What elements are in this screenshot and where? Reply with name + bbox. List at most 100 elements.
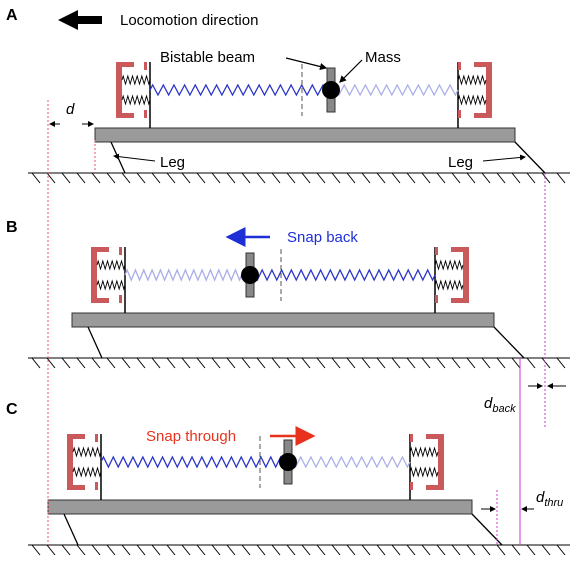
spring <box>122 76 150 84</box>
hatch <box>212 358 220 368</box>
hatch <box>272 173 280 183</box>
drawing <box>28 62 570 555</box>
direction-label: Locomotion direction <box>120 12 258 29</box>
hatch <box>542 358 550 368</box>
hatch <box>362 173 370 183</box>
hatch <box>197 358 205 368</box>
hatch <box>257 173 265 183</box>
hatch <box>497 545 505 555</box>
hatch <box>332 545 340 555</box>
hatch <box>437 358 445 368</box>
spring <box>97 261 125 269</box>
hatch <box>167 545 175 555</box>
hatch <box>527 358 535 368</box>
hatch <box>92 358 100 368</box>
hatch <box>362 545 370 555</box>
hatch <box>467 358 475 368</box>
hatch <box>212 545 220 555</box>
hatch <box>182 545 190 555</box>
hatch <box>317 545 325 555</box>
hatch <box>167 173 175 183</box>
leg <box>494 327 524 358</box>
hatch <box>437 173 445 183</box>
bracket-tab <box>122 113 134 118</box>
hatch <box>122 173 130 183</box>
action-label: Snap through <box>146 428 236 445</box>
leg-pointer <box>483 157 525 161</box>
offset-label: dback <box>484 395 516 415</box>
hatch <box>392 173 400 183</box>
hatch <box>422 358 430 368</box>
hatch <box>377 173 385 183</box>
hatch <box>482 545 490 555</box>
hatch <box>122 545 130 555</box>
hatch <box>212 173 220 183</box>
hatch <box>152 545 160 555</box>
direction-arrow <box>58 10 102 30</box>
hatch <box>227 173 235 183</box>
hatch <box>467 173 475 183</box>
hatch <box>452 173 460 183</box>
bracket-tab <box>458 110 461 118</box>
hatch <box>437 545 445 555</box>
hatch <box>302 358 310 368</box>
hatch <box>272 358 280 368</box>
hatch <box>512 358 520 368</box>
bracket-tab <box>97 247 109 252</box>
offset-sub: back <box>492 403 516 415</box>
hatch <box>182 358 190 368</box>
hatch <box>317 358 325 368</box>
bracket <box>116 62 122 118</box>
bracket-tab <box>144 62 147 70</box>
leg-label: Leg <box>448 154 473 171</box>
hatch <box>47 358 55 368</box>
hatch <box>557 358 565 368</box>
hatch <box>497 358 505 368</box>
hatch <box>557 173 565 183</box>
platform <box>48 500 472 514</box>
bracket-tab <box>426 485 438 490</box>
hatch <box>422 545 430 555</box>
bracket-tab <box>474 113 486 118</box>
hatch <box>107 545 115 555</box>
bracket-tab <box>474 62 486 67</box>
offset-label: d <box>66 101 75 118</box>
hatch <box>452 358 460 368</box>
hatch <box>272 545 280 555</box>
hatch <box>197 173 205 183</box>
hatch <box>467 545 475 555</box>
leg-label: Leg <box>160 154 185 171</box>
hatch <box>32 545 40 555</box>
offset-sub: thru <box>544 497 563 509</box>
leg <box>64 514 78 545</box>
hatch <box>47 545 55 555</box>
panel-label: C <box>6 401 18 418</box>
hatch <box>497 173 505 183</box>
bracket-tab <box>119 295 122 303</box>
spring <box>435 281 463 289</box>
hatch <box>137 173 145 183</box>
bracket-tab <box>95 482 98 490</box>
platform <box>72 313 494 327</box>
mass-label: Mass <box>365 49 401 66</box>
hatch <box>332 358 340 368</box>
hatch <box>347 545 355 555</box>
bracket-tab <box>458 62 461 70</box>
hatch <box>227 545 235 555</box>
bracket-tab <box>73 434 85 439</box>
hatch <box>77 358 85 368</box>
mass <box>322 81 340 99</box>
hatch <box>512 545 520 555</box>
hatch <box>392 545 400 555</box>
hatch <box>542 545 550 555</box>
leg-pointer <box>114 156 155 161</box>
hatch <box>137 545 145 555</box>
hatch <box>392 358 400 368</box>
leg <box>88 327 102 358</box>
bracket-tab <box>95 434 98 442</box>
hatch <box>317 173 325 183</box>
action-label: Snap back <box>287 229 358 246</box>
bracket-tab <box>73 485 85 490</box>
hatch <box>332 173 340 183</box>
hatch <box>137 358 145 368</box>
